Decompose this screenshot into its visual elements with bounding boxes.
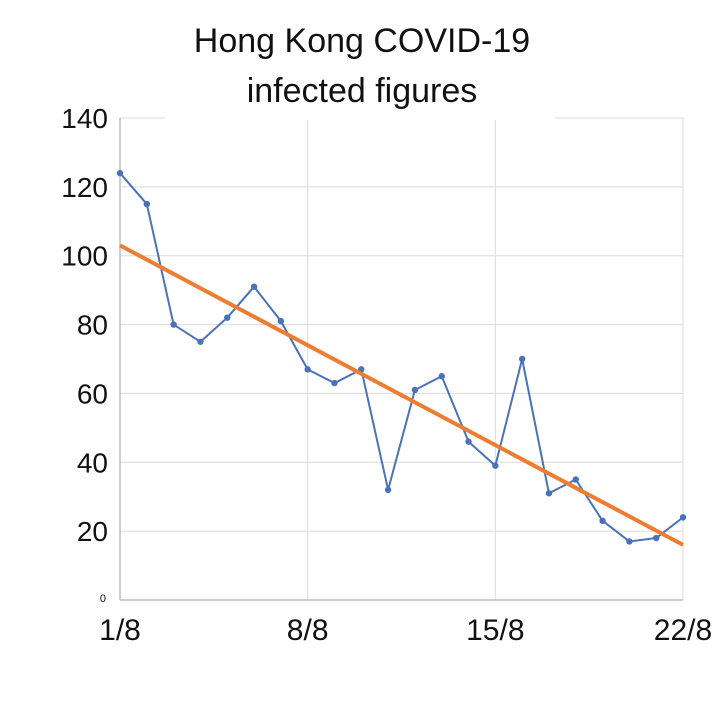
data-point: [652, 534, 660, 542]
data-point: [599, 517, 606, 525]
x-tick-label: 8/8: [287, 614, 329, 647]
series-layer: [116, 169, 687, 545]
data-point: [492, 462, 499, 469]
data-point: [304, 366, 311, 373]
y-tick-label: 40: [77, 447, 108, 478]
trendline: [119, 243, 684, 547]
data-point: [545, 490, 553, 497]
data-point: [224, 314, 231, 321]
data-point: [626, 538, 633, 545]
series-line: [119, 172, 684, 543]
y-tick-label: 140: [61, 103, 108, 134]
data-point: [331, 379, 338, 387]
chart-title-line-1: Hong Kong COVID-19: [194, 22, 530, 60]
data-point: [116, 169, 124, 177]
data-point: [572, 476, 579, 483]
data-point: [465, 438, 472, 445]
y-tick-label: 80: [77, 310, 108, 341]
x-axis-ticks: 1/8 8/8 15/8 22/8: [99, 614, 712, 647]
data-point: [170, 321, 177, 328]
data-point: [679, 514, 687, 521]
data-point: [438, 373, 445, 380]
data-point: [411, 386, 419, 394]
y-tick-label: 60: [77, 378, 108, 409]
chart-title-line-2: infected figures: [247, 72, 478, 110]
title-background: [165, 10, 555, 120]
x-tick-label: 22/8: [654, 614, 712, 647]
data-point: [518, 355, 526, 363]
y-tick-label: 0: [100, 593, 106, 605]
y-tick-label: 120: [61, 172, 108, 203]
x-tick-label: 15/8: [466, 614, 524, 647]
y-tick-label: 100: [61, 241, 108, 272]
data-point: [197, 338, 204, 345]
data-point: [250, 283, 258, 290]
data-point: [384, 486, 392, 494]
y-tick-label: 20: [77, 516, 108, 547]
y-axis-ticks: 0 20 40 60 80 100 120 140: [61, 103, 108, 605]
trendline-layer: [119, 243, 684, 547]
x-tick-label: 1/8: [99, 614, 141, 647]
data-point: [277, 317, 285, 325]
plot-area: [119, 117, 684, 601]
data-point: [143, 200, 151, 208]
